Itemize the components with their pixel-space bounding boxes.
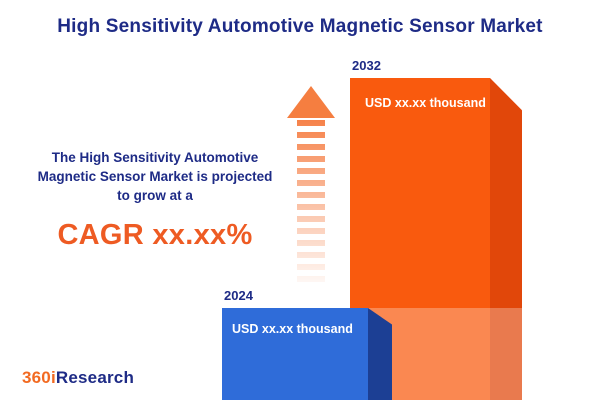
bar-2024-year-label: 2024 — [224, 288, 253, 303]
bar-2032-side — [490, 78, 522, 400]
description-block: The High Sensitivity Automotive Magnetic… — [10, 148, 300, 257]
bar-2024-front — [222, 308, 368, 400]
bar-2032-year-label: 2032 — [352, 58, 381, 73]
description-line-2: Magnetic Sensor Market is projected — [37, 169, 273, 185]
brand-logo: 360iResearch — [22, 368, 134, 388]
brand-logo-part1: 360i — [22, 368, 56, 387]
cagr-value: CAGR xx.xx% — [57, 219, 253, 252]
bar-2024-value-label: USD xx.xx thousand — [232, 322, 353, 336]
growth-arrow-up-icon — [287, 86, 335, 118]
brand-logo-part2: Research — [55, 368, 135, 387]
growth-arrow-shaft — [297, 120, 325, 288]
description-line-3: to grow at a — [117, 188, 193, 204]
bar-2024-side — [368, 308, 392, 400]
description-line-1: The High Sensitivity Automotive — [51, 150, 259, 165]
bar-2032-value-label: USD xx.xx thousand — [365, 96, 486, 110]
page-title: High Sensitivity Automotive Magnetic Sen… — [57, 16, 543, 37]
